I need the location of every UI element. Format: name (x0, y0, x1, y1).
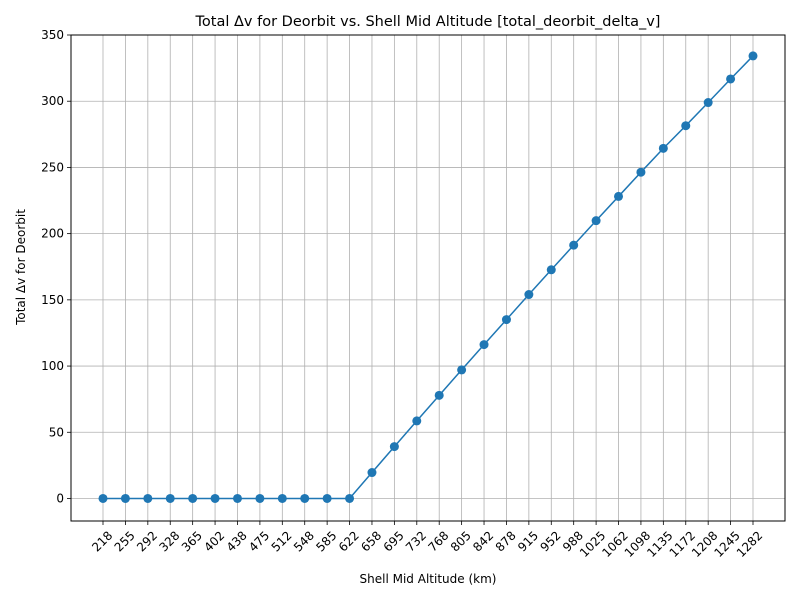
data-point (188, 493, 198, 503)
data-point (277, 493, 287, 503)
y-tick-label: 300 (41, 94, 64, 108)
data-point (501, 315, 511, 325)
data-point (681, 121, 691, 131)
data-point (345, 493, 355, 503)
y-tick-label: 50 (49, 425, 64, 439)
y-tick-label: 0 (56, 491, 64, 505)
plot-frame (70, 34, 786, 522)
y-tick-label: 250 (41, 160, 64, 174)
data-point (703, 98, 713, 108)
y-axis-ticks: 0 50 100 150 200 250 300 350 (41, 28, 71, 505)
data-point (591, 216, 601, 226)
data-point (210, 493, 220, 503)
chart-title: Total Δv for Deorbit vs. Shell Mid Altit… (195, 14, 661, 30)
data-point (255, 493, 265, 503)
y-tick-label: 100 (41, 359, 64, 373)
data-point (232, 493, 242, 503)
data-point (165, 493, 175, 503)
data-point (389, 442, 399, 452)
y-tick-label: 150 (41, 293, 64, 307)
data-point (367, 468, 377, 478)
data-point (98, 493, 108, 503)
data-point (614, 191, 624, 201)
data-point (748, 51, 758, 61)
data-point (546, 265, 556, 275)
data-point (479, 340, 489, 350)
data-point (636, 167, 646, 177)
y-axis-label: Total Δv for Deorbit (14, 209, 28, 326)
data-point (143, 493, 153, 503)
data-series (98, 51, 758, 503)
data-point (569, 240, 579, 250)
y-tick-label: 200 (41, 227, 64, 241)
data-point (300, 493, 310, 503)
x-axis-label: Shell Mid Altitude (km) (360, 572, 497, 586)
data-point (658, 143, 668, 153)
data-point (524, 290, 534, 300)
data-point (412, 416, 422, 426)
data-point (322, 493, 332, 503)
data-point (434, 390, 444, 400)
data-point (457, 365, 467, 375)
grid-lines (71, 34, 785, 521)
data-point (726, 74, 736, 84)
data-point (120, 493, 130, 503)
y-tick-label: 350 (41, 28, 64, 42)
